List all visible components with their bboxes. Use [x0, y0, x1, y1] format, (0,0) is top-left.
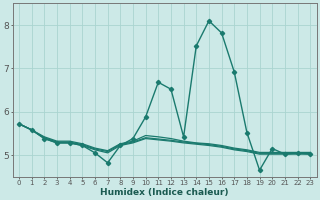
- X-axis label: Humidex (Indice chaleur): Humidex (Indice chaleur): [100, 188, 229, 197]
